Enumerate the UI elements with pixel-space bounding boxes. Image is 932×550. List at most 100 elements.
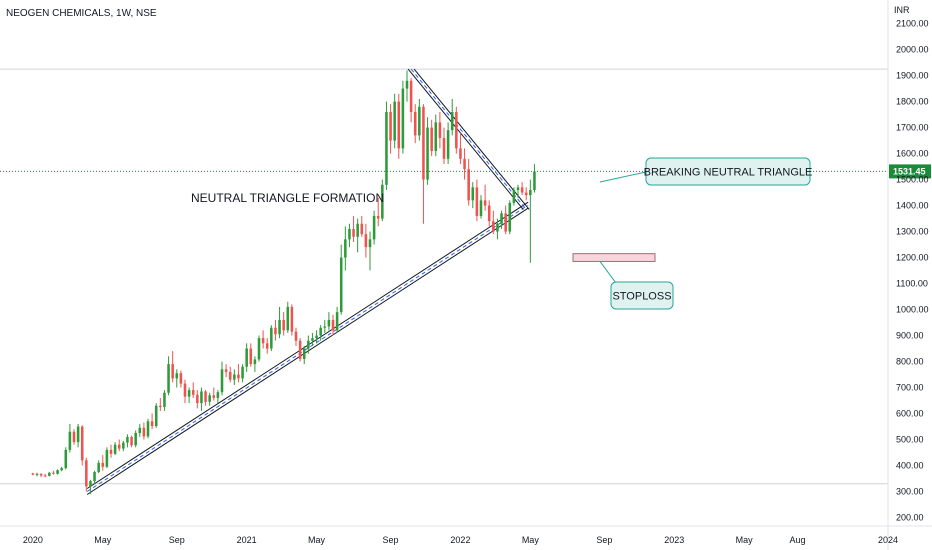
resistance-trendline xyxy=(413,68,530,210)
candle-body xyxy=(446,130,450,159)
candle-body xyxy=(261,338,265,344)
candle-body xyxy=(524,192,528,196)
candle-body xyxy=(171,364,174,379)
candle-body xyxy=(372,215,376,240)
candle-body xyxy=(134,433,137,446)
candle-body xyxy=(80,426,84,461)
candle-body xyxy=(43,475,47,477)
candle-body xyxy=(89,481,92,487)
candle-body xyxy=(504,213,507,232)
time-tick-label: 2021 xyxy=(237,535,257,545)
candle-body xyxy=(56,470,59,474)
price-tick-label: 400.00 xyxy=(896,461,924,471)
candle-body xyxy=(418,106,421,136)
candle-body xyxy=(216,392,220,398)
price-tick-label: 900.00 xyxy=(896,331,924,341)
candle-body xyxy=(360,223,364,235)
time-tick-label: May xyxy=(736,535,754,545)
candle-body xyxy=(245,348,248,367)
price-tick-label: 200.00 xyxy=(896,513,924,523)
candle-body xyxy=(228,371,232,380)
time-tick-label: May xyxy=(522,535,540,545)
candle-body xyxy=(339,257,343,313)
candle-body xyxy=(167,364,170,393)
candle-body xyxy=(130,436,133,446)
candle-body xyxy=(364,234,368,248)
price-tick-label: 500.00 xyxy=(896,435,924,445)
candle-body xyxy=(249,348,253,365)
candle-body xyxy=(356,223,359,237)
candles-layer xyxy=(31,70,536,495)
candle-body xyxy=(368,239,372,248)
candle-body xyxy=(327,319,331,327)
support-trendline xyxy=(86,207,529,495)
time-tick-label: 2020 xyxy=(23,535,43,545)
candle-body xyxy=(52,472,55,474)
candle-body xyxy=(471,187,475,201)
candle-body xyxy=(97,462,100,473)
stoploss-zone[interactable] xyxy=(572,253,656,262)
candle-body xyxy=(290,306,294,332)
candle-body xyxy=(257,338,261,360)
stoploss-callout-label: STOPLOSS xyxy=(612,291,671,303)
resistance-trendline xyxy=(410,68,527,210)
time-tick-label: Aug xyxy=(790,535,806,545)
price-tick-label: 2000.00 xyxy=(896,45,929,55)
candle-body xyxy=(212,395,216,398)
candle-body xyxy=(48,472,51,476)
candle-body xyxy=(397,101,401,149)
price-tick-label: 300.00 xyxy=(896,487,924,497)
candle-body xyxy=(307,340,310,349)
stoploss-callout-pointer xyxy=(599,261,617,284)
time-tick-label: 2024 xyxy=(878,535,898,545)
candle-body xyxy=(520,187,524,193)
candle-body xyxy=(529,189,532,196)
price-tick-label: 1700.00 xyxy=(896,123,929,133)
candle-body xyxy=(265,343,269,349)
annotations-layer: 1531.45 NEUTRAL TRIANGLE FORMATION BREAKIN… xyxy=(0,157,931,310)
price-tick-label: 1900.00 xyxy=(896,71,929,81)
candle-body xyxy=(508,202,512,232)
candle-body xyxy=(323,326,327,328)
stoploss-callout-box[interactable] xyxy=(610,281,674,310)
candle-body xyxy=(434,122,438,151)
candle-body xyxy=(138,427,142,434)
candle-body xyxy=(274,327,277,335)
candle-body xyxy=(533,171,536,190)
candle-body xyxy=(389,111,392,141)
candle-body xyxy=(60,468,63,471)
candle-body xyxy=(298,340,302,359)
candle-body xyxy=(204,391,207,402)
candle-body xyxy=(483,200,487,206)
price-tick-label: 2100.00 xyxy=(896,19,929,29)
candle-body xyxy=(455,111,458,149)
candle-body xyxy=(315,335,318,339)
candle-body xyxy=(459,148,462,159)
time-axis[interactable]: 2020 May Sep 2021 May Sep 2022 May Sep 2023 May Aug… xyxy=(0,525,932,545)
price-tick-label: 1000.00 xyxy=(896,305,929,315)
candle-body xyxy=(146,421,150,437)
price-tick-label: 600.00 xyxy=(896,409,924,419)
candle-body xyxy=(224,369,228,372)
candle-body xyxy=(105,449,109,467)
price-axis[interactable]: 200.00 300.00 400.00 500.00 600.00 700.00 800.… xyxy=(887,0,929,550)
candle-body xyxy=(487,205,491,222)
candle-body xyxy=(196,394,199,404)
candle-body xyxy=(426,127,429,180)
candle-body xyxy=(175,373,179,379)
candle-body xyxy=(154,405,158,426)
price-tick-label: 1400.00 xyxy=(896,201,929,211)
candle-body xyxy=(93,472,96,482)
candle-body xyxy=(39,473,43,476)
price-tick-label: 1800.00 xyxy=(896,97,929,107)
candle-body xyxy=(467,169,470,201)
time-tick-label: 2023 xyxy=(664,535,684,545)
candle-body xyxy=(393,101,396,141)
candle-body xyxy=(381,184,384,219)
candle-body xyxy=(68,431,72,450)
price-tick-label: 1300.00 xyxy=(896,227,929,237)
candle-body xyxy=(311,338,314,341)
candle-body xyxy=(64,449,68,469)
breakout-callout-box[interactable] xyxy=(645,157,811,186)
